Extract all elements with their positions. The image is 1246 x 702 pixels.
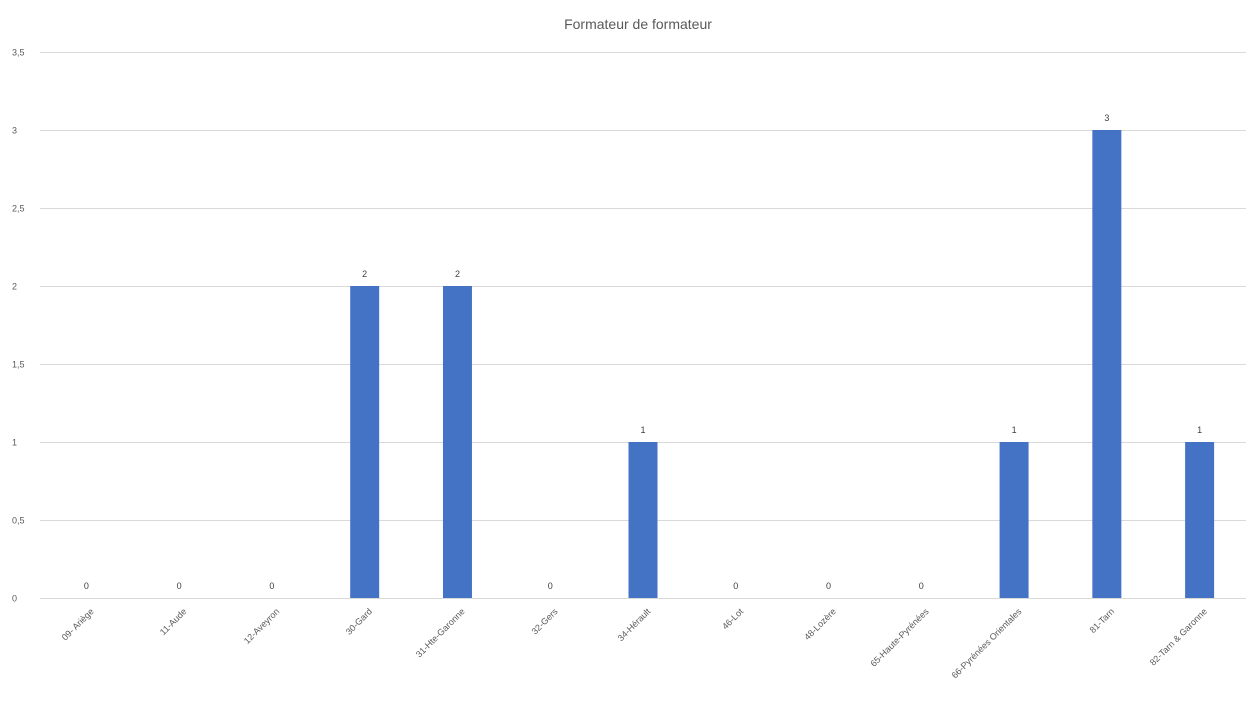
bar [442, 286, 472, 598]
y-tick-label: 1,5 [12, 360, 25, 370]
data-label: 2 [362, 269, 367, 279]
y-tick-label: 0,5 [12, 516, 25, 526]
x-axis-ticks: 09- Ariège 11-Aude 12-Aveyron 30-Gard 31-Hte… [60, 606, 1209, 680]
data-label: 0 [826, 581, 831, 591]
x-tick-label: 81-Tarn [1088, 606, 1117, 635]
data-label: 3 [1104, 113, 1109, 123]
data-label: 1 [640, 425, 645, 435]
x-tick-label: 48-Lozère [802, 606, 838, 642]
x-tick-label: 32-Gers [530, 606, 560, 636]
bar [628, 442, 658, 598]
x-tick-label: 12-Aveyron [242, 606, 282, 646]
y-tick-label: 2,5 [12, 204, 25, 214]
x-tick-label: 65-Haute-Pyrénées [868, 606, 931, 669]
bar [350, 286, 380, 598]
y-axis-ticks: 0 0,5 1 1,5 2 2,5 3 3,5 [12, 48, 25, 604]
data-labels: 0 0 0 2 2 0 1 0 0 0 1 3 1 [84, 113, 1202, 591]
x-tick-label: 34-Hérault [616, 606, 653, 643]
bar [999, 442, 1029, 598]
x-tick-label: 09- Ariège [60, 606, 96, 642]
data-label: 1 [1197, 425, 1202, 435]
bar [1092, 130, 1122, 598]
y-tick-label: 2 [12, 282, 17, 292]
data-label: 1 [1012, 425, 1017, 435]
y-tick-label: 3,5 [12, 48, 25, 58]
bar [1185, 442, 1215, 598]
data-label: 2 [455, 269, 460, 279]
data-label: 0 [919, 581, 924, 591]
data-label: 0 [548, 581, 553, 591]
y-tick-label: 0 [12, 594, 17, 604]
chart-title: Formateur de formateur [564, 16, 712, 32]
x-tick-label: 30-Gard [344, 606, 374, 636]
bars [350, 130, 1215, 598]
x-tick-label: 31-Hte-Garonne [414, 606, 467, 659]
x-tick-label: 66-Pyrénées Orientales [950, 606, 1024, 680]
y-tick-label: 3 [12, 126, 17, 136]
y-tick-label: 1 [12, 438, 17, 448]
x-tick-label: 82-Tarn & Garonne [1148, 606, 1209, 667]
x-tick-label: 46-Lot [720, 606, 745, 631]
data-label: 0 [177, 581, 182, 591]
x-tick-label: 11-Aude [158, 606, 189, 637]
data-label: 0 [733, 581, 738, 591]
data-label: 0 [269, 581, 274, 591]
data-label: 0 [84, 581, 89, 591]
